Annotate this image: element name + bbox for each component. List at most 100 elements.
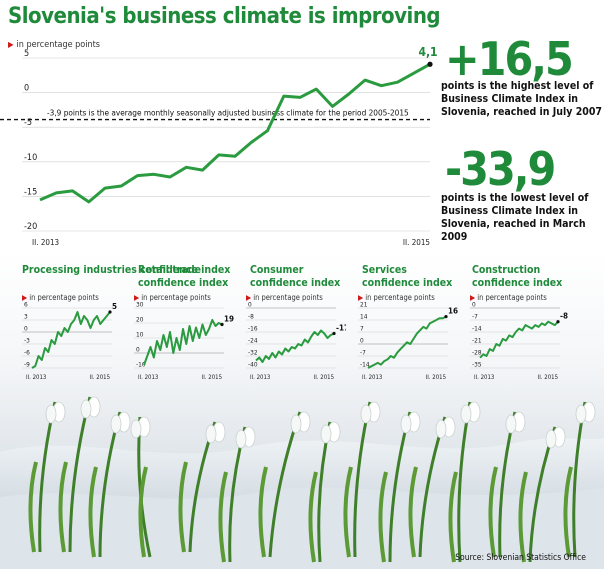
y-tick-label: -40	[248, 361, 258, 369]
end-point-marker	[444, 314, 448, 319]
small-unit-retail: ▶ in percentage points	[134, 293, 211, 302]
flower-leaf	[138, 466, 148, 558]
snowdrop-petal	[235, 429, 247, 449]
x-end-label: II. 2015	[403, 238, 430, 247]
flower-leaf	[378, 471, 388, 563]
x-end-label: II. 2015	[202, 374, 222, 381]
main-line-chart: 5 0 -5 -10 -15 -20 -3,9 points is the average …	[0, 45, 438, 247]
highest-value: +16,5	[445, 32, 574, 86]
small-title-processing: Processing industries confidence index	[22, 264, 231, 276]
x-start-label: II. 2013	[32, 238, 59, 247]
y-tick-label: 20	[136, 316, 144, 324]
flower-leaf	[28, 461, 38, 553]
triangle-marker-icon: ▶	[246, 293, 252, 302]
y-tick-label: -15	[24, 187, 37, 197]
x-end-label: II. 2015	[314, 374, 334, 381]
y-tick-label: 6	[24, 302, 28, 309]
series-line	[143, 319, 223, 366]
small-title-construction: Construction confidence index	[472, 264, 563, 289]
snowdrop-petal	[575, 404, 587, 424]
y-tick-label: 0	[472, 302, 476, 309]
snowdrop-snow-scene	[0, 252, 604, 569]
x-start-label: II. 2013	[474, 374, 494, 381]
small-title-consumer: Consumer confidence index	[250, 264, 341, 289]
flower-leaf	[308, 471, 318, 563]
end-point-marker	[332, 331, 336, 336]
flower-leaf	[343, 466, 353, 558]
small-unit-services: ▶ in percentage points	[358, 293, 435, 302]
snowdrop-petal	[80, 399, 92, 419]
y-tick-label: -32	[248, 349, 258, 357]
lowest-description: points is the lowest level of Business C…	[441, 192, 589, 243]
y-tick-label: 14	[360, 313, 368, 321]
flower-leaf	[488, 466, 498, 558]
flower-leaf	[58, 461, 68, 553]
x-end-label: II. 2015	[90, 374, 110, 381]
y-tick-label: -21	[472, 337, 482, 345]
snowdrop-flowers	[28, 396, 596, 563]
y-tick-label: 0	[24, 325, 28, 333]
flower-leaf	[408, 466, 418, 558]
y-tick-label: -9	[24, 361, 30, 369]
flower-leaf	[448, 471, 458, 563]
construction-chart: 0 -7 -14 -21 -28 -35 -8 II. 2013 II. 2015	[470, 302, 568, 381]
end-value-label: 4,1	[418, 45, 437, 59]
series-line	[479, 320, 559, 359]
end-value-label: -17	[336, 324, 346, 333]
snowdrop-petal	[205, 424, 217, 444]
snowdrop-petal	[400, 414, 412, 434]
end-value-label: -8	[560, 312, 568, 321]
y-tick-label: -6	[24, 349, 30, 357]
y-tick-label: -14	[472, 325, 482, 333]
flower-leaf	[88, 466, 98, 558]
source-note: Source: Slovenian Statistics Office	[455, 553, 586, 563]
end-value-label: 16	[448, 307, 458, 316]
triangle-marker-icon: ▶	[134, 293, 140, 302]
x-end-label: II. 2015	[426, 374, 446, 381]
snowdrop-petal	[110, 414, 122, 434]
y-tick-label: -8	[248, 313, 254, 321]
reference-label: -3,9 points is the average monthly seaso…	[47, 108, 409, 118]
y-tick-label: 0	[24, 84, 29, 94]
y-tick-label: -24	[248, 337, 258, 345]
services-chart: 21 14 7 0 -7 -14 16 II. 2013 II. 2015	[358, 302, 458, 381]
small-title-services: Services confidence index	[362, 264, 453, 289]
end-point-marker	[220, 322, 224, 327]
x-start-label: II. 2013	[362, 374, 382, 381]
y-tick-label: -7	[472, 313, 478, 321]
end-value-label: 5	[112, 302, 117, 311]
triangle-marker-icon: ▶	[22, 293, 28, 302]
snowdrop-petal	[290, 414, 302, 434]
lowest-value: -33,9	[445, 142, 556, 196]
series-line	[31, 311, 111, 369]
highest-description: points is the highest level of Business …	[441, 80, 602, 118]
triangle-marker-icon: ▶	[8, 40, 14, 49]
snowdrop-petal	[45, 404, 57, 424]
end-point-marker	[556, 320, 560, 324]
snowdrop-petal	[435, 419, 447, 439]
small-title-retail: Retail trade confidence index	[138, 264, 229, 289]
y-tick-label: 10	[136, 331, 144, 339]
x-start-label: II. 2013	[250, 374, 270, 381]
series-line	[255, 329, 335, 363]
triangle-marker-icon: ▶	[470, 293, 476, 302]
small-unit-processing: ▶ in percentage points	[22, 293, 99, 302]
flower-leaf	[563, 466, 573, 558]
small-unit-consumer: ▶ in percentage points	[246, 293, 323, 302]
x-start-label: II. 2013	[26, 374, 46, 381]
y-tick-label: -14	[360, 361, 370, 369]
retail-trade-chart: 30 20 10 0 -10 19 II. 2013 II. 2015	[134, 302, 234, 381]
flower-leaf	[518, 471, 528, 563]
y-tick-label: -35	[472, 361, 482, 369]
snowdrop-petal	[460, 404, 472, 424]
y-tick-label: 3	[24, 313, 28, 321]
snowdrop-petal	[505, 414, 517, 434]
end-point-marker	[108, 310, 112, 314]
y-tick-label: -10	[136, 361, 146, 369]
triangle-marker-icon: ▶	[358, 293, 364, 302]
flower-leaf	[258, 466, 268, 558]
end-point-marker	[427, 61, 433, 67]
processing-industries-chart: 6 3 0 -3 -6 -9 5 II. 2013 II. 2015	[22, 302, 117, 381]
small-unit-construction: ▶ in percentage points	[470, 293, 547, 302]
page-title: Slovenia's business climate is improving	[8, 4, 441, 29]
